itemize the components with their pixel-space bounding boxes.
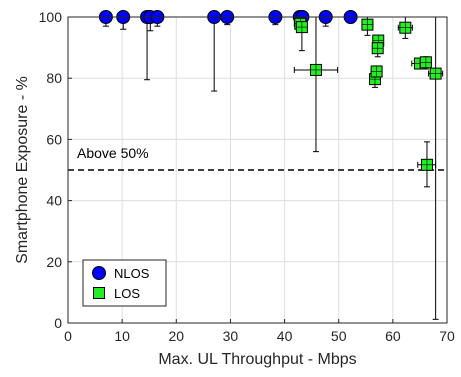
x-tick-label: 20 xyxy=(168,328,184,344)
axis-ticks: 0 10 20 30 40 50 60 70 0 20 40 60 80 100 xyxy=(39,9,455,344)
x-tick-label: 50 xyxy=(331,328,347,344)
legend: NLOS LOS xyxy=(82,259,167,307)
legend-nlos-marker xyxy=(92,266,106,280)
y-tick-label: 20 xyxy=(46,254,62,270)
y-tick-label: 40 xyxy=(46,193,62,209)
y-tick-label: 60 xyxy=(46,131,62,147)
reference-line-label: Above 50% xyxy=(77,145,149,161)
x-tick-label: 60 xyxy=(385,328,401,344)
x-tick-label: 30 xyxy=(223,328,239,344)
y-tick-label: 0 xyxy=(54,315,62,331)
x-tick-label: 70 xyxy=(439,328,455,344)
x-tick-label: 0 xyxy=(64,328,72,344)
legend-los-marker xyxy=(93,287,105,299)
x-axis-label: Max. UL Throughput - Mbps xyxy=(158,351,356,368)
y-tick-label: 100 xyxy=(39,9,63,25)
y-axis-label: Smartphone Exposure - % xyxy=(14,76,31,264)
y-tick-label: 80 xyxy=(46,70,62,86)
legend-nlos-label: NLOS xyxy=(114,266,150,281)
data-markers xyxy=(98,10,442,171)
x-tick-label: 10 xyxy=(114,328,130,344)
plot-frame xyxy=(67,16,448,324)
x-tick-label: 40 xyxy=(277,328,293,344)
legend-los-label: LOS xyxy=(114,286,140,301)
